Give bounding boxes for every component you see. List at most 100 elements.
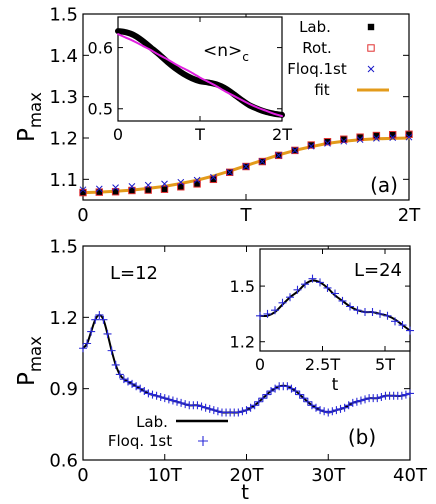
floq-point bbox=[173, 397, 182, 406]
inset-floq-point bbox=[301, 280, 309, 289]
floq-point bbox=[87, 327, 96, 336]
legend: Lab.Floq. 1st bbox=[108, 413, 228, 450]
panel-label: (b) bbox=[348, 425, 376, 449]
floq-point bbox=[336, 404, 345, 413]
floq-point bbox=[401, 390, 410, 399]
legend-label: Lab. bbox=[299, 18, 331, 36]
floq-point bbox=[344, 401, 353, 410]
floq-point bbox=[361, 395, 370, 404]
inset-label: <n>c bbox=[203, 41, 249, 64]
x-tick-label: 30T bbox=[311, 465, 346, 486]
inset-floq-point bbox=[406, 326, 414, 335]
floq-point bbox=[242, 163, 250, 170]
floq-point bbox=[234, 408, 243, 417]
x-tick-label: 2T bbox=[272, 125, 292, 144]
y-tick-label: 1.5 bbox=[230, 277, 255, 296]
x-tick-label: 2.5T bbox=[305, 355, 340, 374]
floq-point bbox=[144, 181, 152, 189]
floq-point bbox=[377, 392, 386, 401]
rot-point bbox=[144, 186, 152, 194]
lab-point bbox=[96, 188, 103, 196]
inset-floq-point bbox=[353, 306, 362, 315]
floq-point bbox=[352, 397, 361, 406]
floq-point bbox=[136, 384, 145, 393]
y-tick-label: 1.2 bbox=[49, 308, 78, 329]
lab-point bbox=[161, 186, 168, 193]
floq-point bbox=[226, 168, 234, 176]
floq-point bbox=[348, 398, 357, 407]
lab-point bbox=[128, 187, 136, 194]
inset-lab-line bbox=[115, 28, 285, 118]
floq-point bbox=[128, 183, 136, 190]
panel-a: 0 T 2T 1.1 1.2 1.3 1.4 1.5 Pmax (a) Lab. Rot. Floq.1… bbox=[14, 4, 421, 226]
lab-point bbox=[210, 176, 217, 183]
floq-point bbox=[197, 402, 206, 411]
floq-point bbox=[201, 403, 210, 412]
inset-a: 0 T 2T 0.5 0.6 <n>c bbox=[88, 16, 292, 144]
x-tick-label: 0 bbox=[255, 355, 265, 374]
inset-frame bbox=[259, 248, 411, 352]
rot-point bbox=[226, 168, 234, 177]
floq-point bbox=[103, 329, 112, 338]
rot-point bbox=[258, 157, 267, 166]
lab-point bbox=[389, 131, 396, 138]
y-tick-label: 1.5 bbox=[49, 4, 78, 25]
floq-point bbox=[95, 185, 103, 193]
inset-floq-point bbox=[376, 309, 384, 318]
floq-point bbox=[332, 406, 341, 415]
annotation-label: L=12 bbox=[110, 263, 158, 284]
floq-point bbox=[91, 315, 100, 324]
floq-point bbox=[213, 407, 222, 416]
floq-point bbox=[250, 401, 259, 410]
floq-point bbox=[367, 65, 375, 73]
floq-point bbox=[316, 406, 325, 415]
y-axis-label-sub: max bbox=[26, 336, 45, 372]
rot-point bbox=[111, 188, 120, 196]
inset-floq-point bbox=[308, 274, 317, 283]
inset-label-sub: c bbox=[242, 50, 249, 64]
floq-point bbox=[340, 137, 348, 145]
inset-floq-point bbox=[263, 309, 272, 318]
inset-floq-point bbox=[278, 298, 287, 307]
floq-point bbox=[238, 407, 247, 416]
floq-point bbox=[258, 158, 266, 165]
floq-point bbox=[258, 394, 267, 403]
legend-label: fit bbox=[314, 81, 329, 99]
panel-label: (a) bbox=[370, 173, 398, 197]
floq-point bbox=[107, 346, 116, 355]
floq-point bbox=[119, 375, 128, 384]
inset-floq-point bbox=[398, 321, 407, 330]
x-tick-label: 10T bbox=[148, 465, 183, 486]
floq-point bbox=[356, 136, 364, 144]
lab-point bbox=[405, 131, 413, 138]
floq-point bbox=[132, 382, 141, 391]
floq-point bbox=[209, 406, 218, 415]
inset-floq-point bbox=[338, 296, 347, 305]
floq-point bbox=[115, 370, 124, 379]
floq-point bbox=[160, 394, 169, 403]
floq-point bbox=[140, 387, 149, 396]
floq-point bbox=[193, 401, 202, 410]
floq-point bbox=[99, 315, 108, 324]
y-axis-label: Pmax bbox=[14, 92, 45, 142]
y-tick-label: 0.5 bbox=[88, 100, 113, 119]
lab-point bbox=[373, 132, 380, 139]
lab-point bbox=[79, 189, 87, 196]
rot-point bbox=[160, 185, 169, 193]
series-group bbox=[79, 310, 414, 417]
series-group bbox=[79, 130, 413, 197]
x-tick-label: T bbox=[194, 125, 205, 144]
floq-point bbox=[287, 384, 296, 393]
inset-fit-line bbox=[117, 33, 283, 118]
floq-point bbox=[148, 390, 157, 399]
floq-point bbox=[111, 360, 120, 369]
inset-label-main: <n> bbox=[203, 41, 242, 61]
floq-point bbox=[156, 392, 165, 401]
y-axis-label: Pmax bbox=[14, 336, 45, 386]
floq-point bbox=[303, 397, 312, 406]
inset-label: L=24 bbox=[354, 260, 402, 281]
rot-point bbox=[274, 151, 283, 160]
x-tick-label: 20T bbox=[230, 465, 265, 486]
inset-x-axis-label: t bbox=[332, 375, 339, 395]
